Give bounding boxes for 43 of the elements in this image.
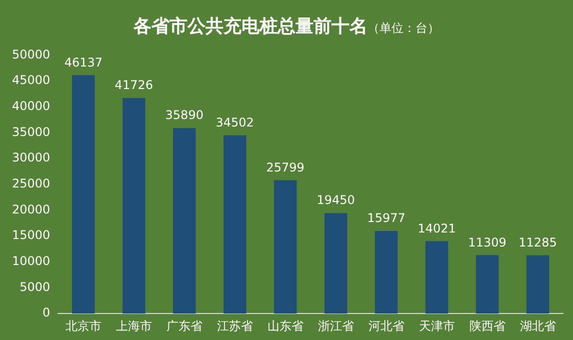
- bar: [374, 231, 398, 314]
- data-label: 11285: [518, 235, 557, 250]
- x-tick-label: 陕西省: [469, 318, 506, 333]
- bar: [425, 241, 448, 314]
- x-tick-label: 河北省: [368, 318, 404, 333]
- chart-subtitle: （单位：台）: [368, 21, 440, 35]
- data-label: 46137: [64, 55, 103, 70]
- x-tick-label: 浙江省: [318, 318, 354, 333]
- bar: [122, 98, 146, 314]
- bar: [526, 255, 550, 314]
- bar: [72, 75, 95, 314]
- y-tick-label: 50000: [12, 47, 50, 62]
- x-tick-label: 江苏省: [216, 318, 253, 333]
- data-label: 15977: [367, 211, 406, 226]
- y-tick-label: 40000: [12, 99, 50, 114]
- x-tick-label: 山东省: [267, 318, 304, 333]
- data-label: 25799: [266, 160, 304, 174]
- y-tick-label: 0: [42, 306, 50, 320]
- chart-title: 各省市公共充电桩总量前十名: [134, 16, 368, 37]
- y-tick-label: 15000: [12, 228, 50, 242]
- data-label: 14021: [418, 221, 456, 236]
- x-tick-label: 天津市: [418, 318, 455, 333]
- y-tick-label: 5000: [20, 280, 50, 294]
- bar: [224, 135, 246, 314]
- data-label: 35890: [165, 108, 204, 122]
- data-label: 11309: [468, 235, 506, 250]
- y-tick-label: 10000: [12, 254, 50, 268]
- x-tick-label: 广东省: [166, 318, 202, 333]
- x-tick-label: 北京市: [65, 318, 102, 333]
- y-tick-label: 20000: [12, 202, 50, 216]
- bar: [274, 180, 297, 314]
- y-tick-label: 45000: [12, 73, 50, 88]
- data-label: 34502: [216, 115, 254, 130]
- x-tick-label: 上海市: [116, 318, 152, 333]
- bar: [324, 213, 348, 314]
- y-tick-label: 30000: [12, 150, 50, 165]
- x-tick-label: 湖北省: [520, 318, 556, 333]
- y-tick-label: 35000: [12, 124, 50, 139]
- bar: [476, 255, 499, 314]
- data-label: 19450: [316, 193, 355, 208]
- y-tick-label: 25000: [12, 176, 50, 191]
- bar: [173, 128, 196, 314]
- data-label: 41726: [114, 78, 153, 92]
